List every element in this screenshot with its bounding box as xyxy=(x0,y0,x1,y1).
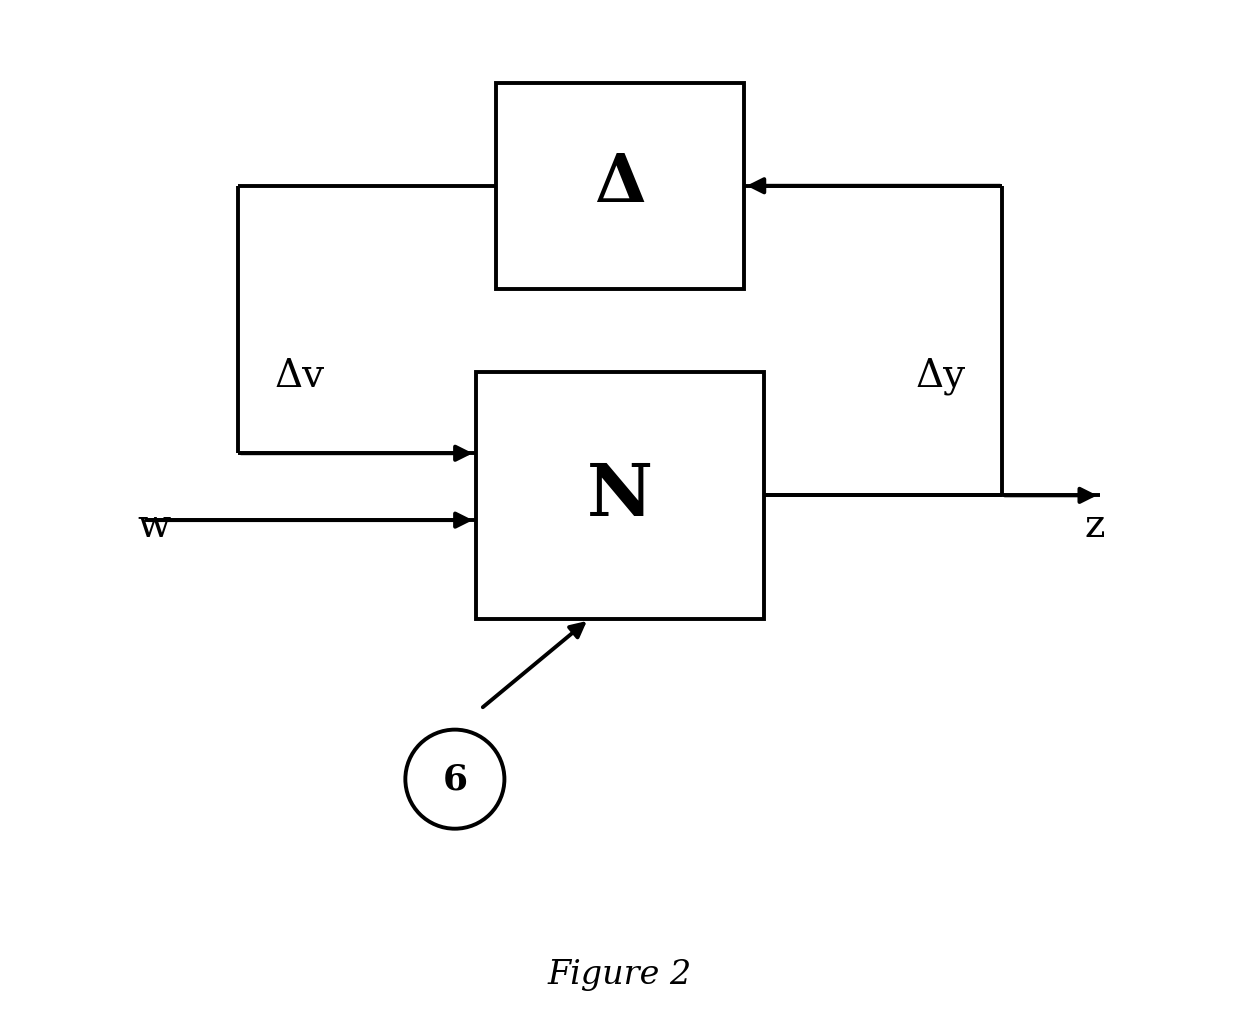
Circle shape xyxy=(405,730,505,829)
Text: z: z xyxy=(1085,508,1105,545)
Text: Δ: Δ xyxy=(594,152,646,216)
Text: N: N xyxy=(587,460,653,530)
Bar xyxy=(475,372,765,619)
Text: Δv: Δv xyxy=(274,358,325,395)
Text: Δy: Δy xyxy=(915,358,966,395)
Text: Figure 2: Figure 2 xyxy=(548,959,692,992)
Text: w: w xyxy=(136,508,170,545)
Text: 6: 6 xyxy=(443,763,467,796)
Bar xyxy=(496,83,744,289)
